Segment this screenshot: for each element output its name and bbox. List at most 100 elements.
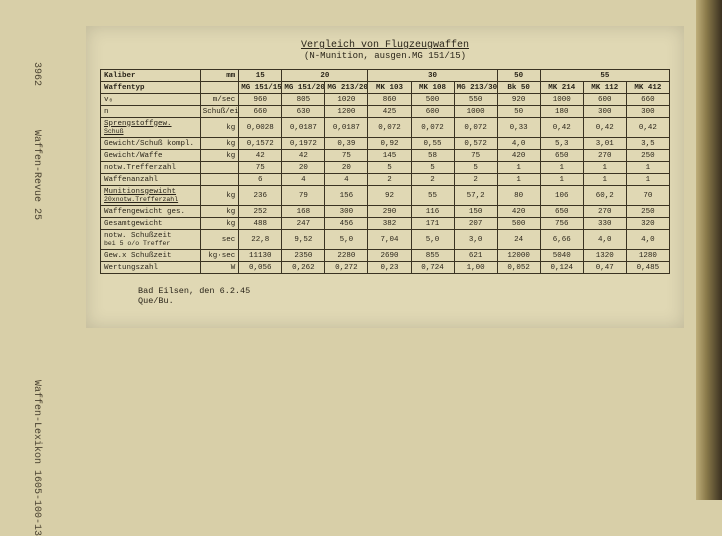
cell-value: 3,5 bbox=[626, 138, 669, 150]
weapon-name: MK 214 bbox=[540, 82, 583, 94]
cell-value: 600 bbox=[583, 94, 626, 106]
cell-value: 57,2 bbox=[454, 186, 497, 206]
cell-value: 1000 bbox=[540, 94, 583, 106]
cell-value: 660 bbox=[239, 106, 282, 118]
table-row: Gewicht/Waffekg4242751455875420650270250 bbox=[101, 150, 670, 162]
cell-value: 1 bbox=[497, 174, 540, 186]
row-label: Gew.x Schußzeit bbox=[101, 250, 201, 262]
cell-value: 456 bbox=[325, 218, 368, 230]
cell-value: 756 bbox=[540, 218, 583, 230]
cell-value: 0,33 bbox=[497, 118, 540, 138]
cell-value: 1200 bbox=[325, 106, 368, 118]
row-unit: kg bbox=[200, 206, 239, 218]
table-row: Gesamtgewichtkg4882474563821712075007563… bbox=[101, 218, 670, 230]
cell-value: 550 bbox=[454, 94, 497, 106]
cell-value: 2 bbox=[454, 174, 497, 186]
cell-value: 106 bbox=[540, 186, 583, 206]
cell-value: 650 bbox=[540, 150, 583, 162]
cell-value: 250 bbox=[626, 206, 669, 218]
row-label: Sprengstoffgew.Schuß bbox=[101, 118, 201, 138]
cell-value: 79 bbox=[282, 186, 325, 206]
row-unit: kg bbox=[200, 150, 239, 162]
weapon-row: Waffentyp MG 151/15 MG 151/20 MG 213/20 … bbox=[101, 82, 670, 94]
cell-value: 300 bbox=[626, 106, 669, 118]
cell-value: 330 bbox=[583, 218, 626, 230]
weapon-name: MG 151/20 bbox=[282, 82, 325, 94]
cell-value: 0,92 bbox=[368, 138, 411, 150]
cell-value: 5 bbox=[454, 162, 497, 174]
cell-value: 116 bbox=[411, 206, 454, 218]
cell-value: 250 bbox=[626, 150, 669, 162]
caliber-label: Kaliber bbox=[101, 70, 201, 82]
cell-value: 247 bbox=[282, 218, 325, 230]
table-row: notw.Trefferzahl7520205551111 bbox=[101, 162, 670, 174]
row-label: notw. Schußzeitbei 5 o/o Treffer bbox=[101, 230, 201, 250]
footer-date: Bad Eilsen, den 6.2.45 bbox=[138, 286, 670, 296]
cell-value: 2280 bbox=[325, 250, 368, 262]
weapon-name: MG 213/20 bbox=[325, 82, 368, 94]
cell-value: 207 bbox=[454, 218, 497, 230]
cell-value: 5,0 bbox=[325, 230, 368, 250]
cell-value: 1000 bbox=[454, 106, 497, 118]
table-row: nSchuß/ein660630120042560010005018030030… bbox=[101, 106, 670, 118]
row-unit: W bbox=[200, 262, 239, 274]
cell-value: 70 bbox=[626, 186, 669, 206]
row-unit: kg bbox=[200, 138, 239, 150]
caliber-row: Kaliber mm 15 20 30 50 55 bbox=[101, 70, 670, 82]
cell-value: 7,04 bbox=[368, 230, 411, 250]
cell-value: 50 bbox=[497, 106, 540, 118]
weapon-label: Waffentyp bbox=[101, 82, 201, 94]
cell-value: 0,485 bbox=[626, 262, 669, 274]
cell-value: 20 bbox=[325, 162, 368, 174]
cell-value: 4 bbox=[282, 174, 325, 186]
row-unit: kg bbox=[200, 118, 239, 138]
cell-value: 11130 bbox=[239, 250, 282, 262]
cell-value: 1020 bbox=[325, 94, 368, 106]
cell-value: 382 bbox=[368, 218, 411, 230]
cell-value: 180 bbox=[540, 106, 583, 118]
comparison-table: Kaliber mm 15 20 30 50 55 Waffentyp MG 1… bbox=[100, 69, 670, 274]
cell-value: 805 bbox=[282, 94, 325, 106]
cell-value: 3,0 bbox=[454, 230, 497, 250]
cell-value: 2690 bbox=[368, 250, 411, 262]
cell-value: 1320 bbox=[583, 250, 626, 262]
cell-value: 920 bbox=[497, 94, 540, 106]
cell-value: 855 bbox=[411, 250, 454, 262]
cell-value: 1 bbox=[540, 174, 583, 186]
cell-value: 20 bbox=[282, 162, 325, 174]
cell-value: 1 bbox=[626, 174, 669, 186]
cell-value: 488 bbox=[239, 218, 282, 230]
cell-value: 270 bbox=[583, 206, 626, 218]
book-spine-shadow bbox=[696, 0, 722, 500]
row-unit: kg·sec bbox=[200, 250, 239, 262]
cell-value: 960 bbox=[239, 94, 282, 106]
cell-value: 0,47 bbox=[583, 262, 626, 274]
table-row: Waffengewicht ges.kg25216830029011615042… bbox=[101, 206, 670, 218]
document-footer: Bad Eilsen, den 6.2.45 Que/Bu. bbox=[100, 286, 670, 306]
cell-value: 0,072 bbox=[368, 118, 411, 138]
cell-value: 12000 bbox=[497, 250, 540, 262]
cell-value: 0,0187 bbox=[282, 118, 325, 138]
cell-value: 75 bbox=[239, 162, 282, 174]
weapon-name: MK 108 bbox=[411, 82, 454, 94]
cell-value: 0,42 bbox=[626, 118, 669, 138]
cell-value: 171 bbox=[411, 218, 454, 230]
cell-value: 3,01 bbox=[583, 138, 626, 150]
cell-value: 42 bbox=[239, 150, 282, 162]
cell-value: 320 bbox=[626, 218, 669, 230]
cell-value: 0,572 bbox=[454, 138, 497, 150]
cell-value: 1 bbox=[583, 162, 626, 174]
cell-value: 0,42 bbox=[540, 118, 583, 138]
cell-value: 80 bbox=[497, 186, 540, 206]
row-unit: sec bbox=[200, 230, 239, 250]
row-label: Waffengewicht ges. bbox=[101, 206, 201, 218]
cell-value: 1 bbox=[583, 174, 626, 186]
cell-value: 60,2 bbox=[583, 186, 626, 206]
table-row: Sprengstoffgew.Schußkg0,00280,01870,0187… bbox=[101, 118, 670, 138]
cell-value: 300 bbox=[583, 106, 626, 118]
cell-value: 22,8 bbox=[239, 230, 282, 250]
cell-value: 1,00 bbox=[454, 262, 497, 274]
cell-value: 0,1972 bbox=[282, 138, 325, 150]
cal-20: 20 bbox=[282, 70, 368, 82]
cal-55: 55 bbox=[540, 70, 669, 82]
